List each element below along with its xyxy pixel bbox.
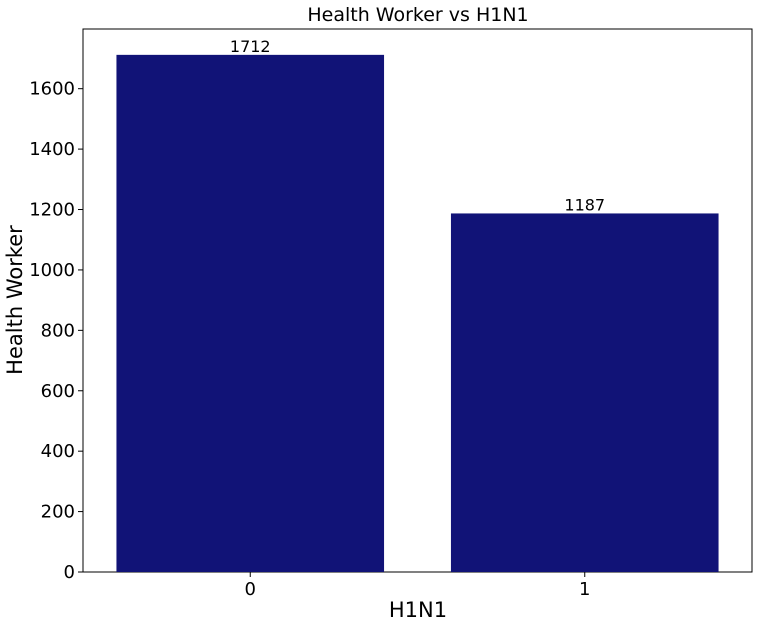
x-axis-label: H1N1: [389, 598, 447, 622]
bar-1: [450, 213, 719, 572]
y-tick-label-800: 800: [41, 320, 75, 341]
plot-frame: [82, 28, 753, 573]
data-labels-layer: 1712 1187: [230, 37, 605, 215]
y-tick-label-400: 400: [41, 441, 75, 462]
bars-layer: [116, 54, 719, 573]
data-label-1: 1187: [564, 195, 605, 214]
bar-0: [116, 54, 385, 573]
y-tick-label-1200: 1200: [29, 200, 75, 221]
y-tick-label-1400: 1400: [29, 139, 75, 160]
y-axis: 0 200 400 600 800 1000 1200 1400 1600: [29, 79, 83, 583]
y-tick-label-1000: 1000: [29, 260, 75, 281]
y-tick-label-0: 0: [64, 562, 75, 583]
y-tick-label-200: 200: [41, 502, 75, 523]
data-label-0: 1712: [230, 37, 271, 56]
x-tick-label-0: 0: [245, 579, 256, 600]
x-tick-label-1: 1: [579, 579, 590, 600]
y-axis-label: Health Worker: [3, 225, 27, 375]
y-tick-label-600: 600: [41, 381, 75, 402]
chart-title: Health Worker vs H1N1: [307, 4, 528, 26]
plot-area: 1712 1187: [82, 28, 753, 573]
y-tick-label-1600: 1600: [29, 79, 75, 100]
